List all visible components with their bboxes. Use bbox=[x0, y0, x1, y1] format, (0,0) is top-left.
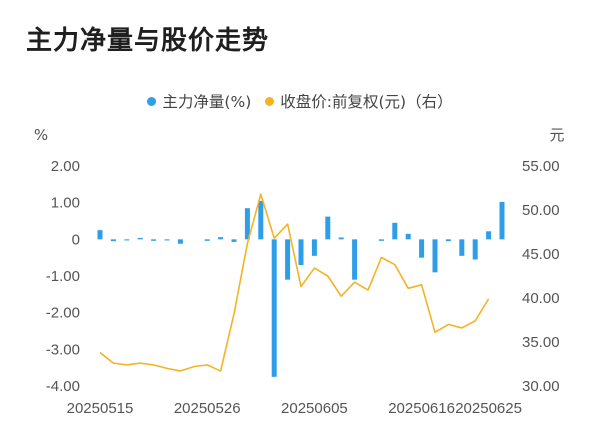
bar-mark bbox=[338, 237, 344, 240]
left-tick-label: 1.00 bbox=[51, 195, 80, 212]
legend-label-bar: 主力净量(%) bbox=[162, 93, 252, 111]
bar-mark bbox=[258, 200, 264, 240]
bar-mark bbox=[271, 239, 277, 377]
legend-label-line: 收盘价:前复权(元)（右） bbox=[280, 93, 453, 111]
right-tick-label: 45.00 bbox=[522, 246, 560, 263]
left-tick-label: -4.00 bbox=[46, 378, 80, 395]
left-tick-label: -2.00 bbox=[46, 305, 80, 322]
bar-mark bbox=[445, 239, 451, 242]
bar-mark bbox=[392, 222, 398, 240]
bar-mark bbox=[285, 239, 291, 280]
right-axis-unit: 元 bbox=[549, 126, 564, 144]
bar-mark bbox=[204, 239, 210, 241]
bar-mark bbox=[405, 233, 411, 240]
bar-mark bbox=[218, 237, 224, 240]
legend-dot-line bbox=[265, 96, 275, 106]
right-tick-label: 30.00 bbox=[522, 378, 560, 395]
bar-mark bbox=[325, 216, 331, 240]
bar-mark bbox=[378, 239, 384, 241]
bar-mark bbox=[472, 239, 478, 260]
legend-dot-bar bbox=[147, 96, 157, 106]
bar-mark bbox=[231, 239, 237, 242]
right-tick-label: 35.00 bbox=[522, 334, 560, 351]
legend-item-bar[interactable]: 主力净量(%) bbox=[147, 90, 251, 112]
bar-mark bbox=[110, 239, 116, 242]
chart-title: 主力净量与股价走势 bbox=[26, 26, 270, 56]
bar-mark bbox=[177, 239, 183, 244]
right-tick-label: 55.00 bbox=[522, 158, 560, 175]
x-tick-label: 20250526 bbox=[174, 400, 241, 417]
bar-mark bbox=[486, 231, 492, 240]
right-tick-label: 50.00 bbox=[522, 202, 560, 219]
bar-mark bbox=[164, 239, 170, 241]
bar-mark bbox=[137, 237, 143, 240]
x-tick-label: 20250605 bbox=[281, 400, 348, 417]
bar-mark bbox=[499, 201, 505, 240]
left-tick-label: 0 bbox=[72, 231, 80, 248]
bar-mark bbox=[151, 239, 157, 241]
bar-mark bbox=[244, 208, 250, 240]
left-tick-label: -1.00 bbox=[46, 268, 80, 285]
price-line bbox=[99, 193, 490, 372]
bar-mark bbox=[459, 239, 465, 256]
bar-mark bbox=[311, 239, 317, 256]
right-tick-label: 40.00 bbox=[522, 290, 560, 307]
left-axis-unit: % bbox=[34, 126, 48, 144]
x-tick-label: 20250625 bbox=[455, 400, 522, 417]
bar-mark bbox=[298, 239, 304, 265]
x-tick-label: 20250616 bbox=[388, 400, 455, 417]
bar-mark bbox=[124, 239, 130, 241]
bar-mark bbox=[419, 239, 425, 258]
bar-mark bbox=[352, 239, 358, 280]
left-tick-label: -3.00 bbox=[46, 341, 80, 358]
left-tick-label: 2.00 bbox=[51, 158, 80, 175]
bar-mark bbox=[97, 230, 103, 240]
chart-legend: 主力净量(%) 收盘价:前复权(元)（右） bbox=[0, 90, 600, 112]
bar-mark bbox=[432, 239, 438, 273]
x-tick-label: 20250515 bbox=[67, 400, 134, 417]
legend-item-line[interactable]: 收盘价:前复权(元)（右） bbox=[265, 90, 453, 112]
